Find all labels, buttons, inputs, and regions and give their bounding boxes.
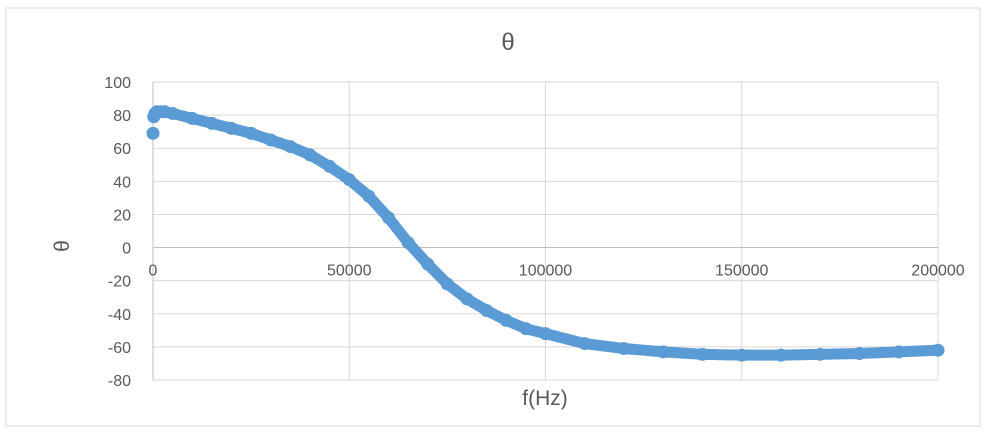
data-point [244,126,258,140]
tick-labels: 100 80 60 40 20 0 -20 -40 -60 -80 0 50000 100000 1500… [104,75,965,390]
data-point [382,211,395,225]
data-point [892,345,906,359]
data-point [696,347,709,361]
x-tick-label: 100000 [519,263,572,280]
data-point [931,343,945,357]
y-tick-label: -80 [108,373,131,390]
y-tick-label: -40 [108,307,131,324]
data-point [166,106,180,120]
data-point [735,348,749,362]
data-point [362,189,376,203]
data-point [480,303,494,317]
data-point [205,116,219,130]
data-point [342,173,356,187]
data-point [578,337,592,351]
data-point [853,347,866,361]
y-tick-label: 20 [113,207,131,224]
x-tick-label: 0 [149,263,158,280]
data-point [264,133,278,147]
data-point [440,277,454,291]
data-point [656,345,670,359]
y-tick-label: -60 [108,340,131,357]
y-tick-label: -20 [108,274,131,291]
data-point [421,257,435,271]
data-point [499,313,513,327]
data-point [303,148,317,162]
y-tick-label: 60 [113,141,131,158]
data-point [813,347,827,361]
data-point [401,236,415,250]
data-point [774,348,788,362]
data-point [519,322,533,336]
data-point [146,126,160,140]
data-point [185,111,199,125]
y-tick-label: 40 [113,174,131,191]
chart-border [5,7,981,427]
x-axis-title: f(Hz) [522,387,568,410]
data-point [225,121,238,135]
y-tick-label: 100 [104,75,131,92]
data-point [460,292,474,306]
y-axis-title: θ [51,240,74,252]
x-tick-label: 150000 [715,263,768,280]
y-tick-label: 80 [113,108,131,125]
y-tick-label: 0 [122,241,131,258]
chart-title: θ [501,29,514,56]
data-point [323,159,337,173]
data-points [146,105,945,362]
data-point [539,327,552,341]
x-tick-label: 50000 [327,263,372,280]
data-point [283,140,297,154]
x-tick-label: 200000 [911,263,964,280]
data-point [617,342,631,356]
